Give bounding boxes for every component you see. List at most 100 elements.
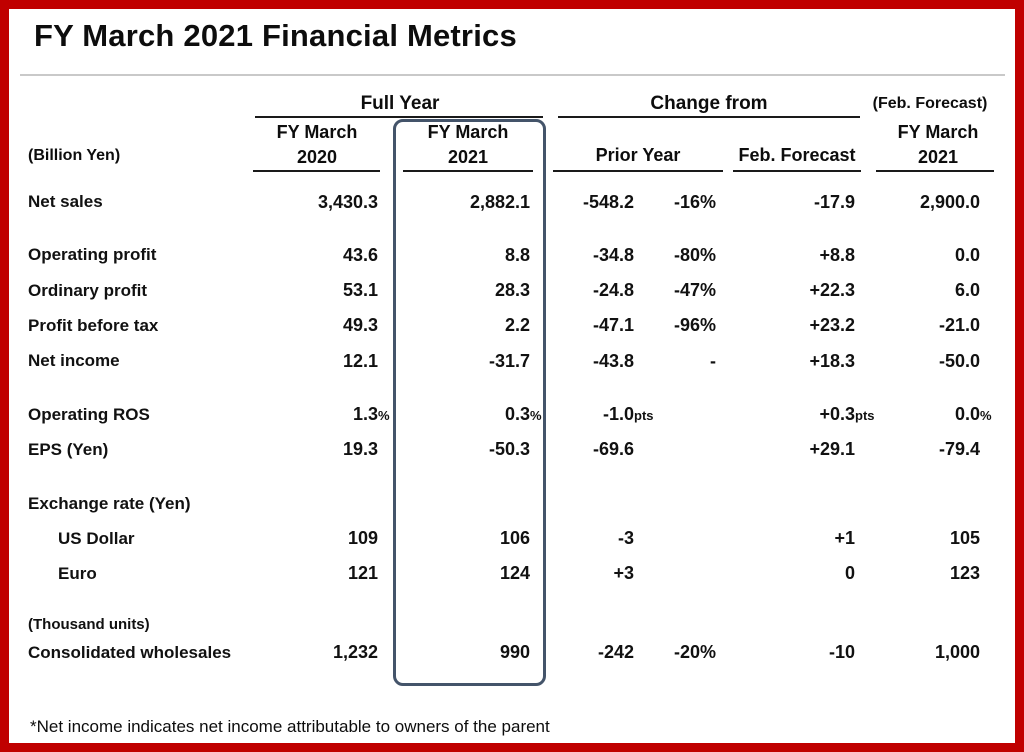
cell-fy2020: 19.3 (342, 439, 378, 459)
forecast-underline (876, 170, 994, 172)
table-row-eps: EPS (Yen) 19.3 -50.3 -69.6 +29.1 -79.4 (28, 432, 988, 467)
page-title: FY March 2021 Financial Metrics (34, 18, 517, 53)
table-row-exchange-rate-section: Exchange rate (Yen) (28, 486, 988, 521)
cell-fy2020: 12.1 (342, 350, 378, 371)
cell-change-prior-year: -1.0pts (602, 404, 654, 424)
cell-change-feb-forecast: +0.3pts (819, 404, 875, 424)
section-label: (Thousand units) (28, 615, 150, 633)
column-header-prior-year: Prior Year (595, 145, 681, 165)
cell-fy2021: 28.3 (494, 280, 530, 300)
row-label: Operating ROS (28, 404, 150, 424)
cell-forecast-fy2021: 123 (949, 563, 980, 583)
cell-forecast-fy2021: 2,900.0 (919, 191, 980, 212)
cell-change-feb-forecast: +22.3 (809, 280, 855, 300)
column-header-forecast-fy2021: FY March 2021 (876, 120, 1000, 170)
fy2021-underline (403, 170, 533, 172)
cell-change-prior-year: -69.6 (592, 439, 634, 459)
cell-forecast-fy2021: -21.0 (938, 315, 980, 335)
row-label: Operating profit (28, 245, 157, 264)
row-label: Euro (58, 563, 97, 583)
cell-change-prior-year: -24.8 (592, 280, 634, 300)
fy2020-underline (253, 170, 380, 172)
cell-change-prior-year: -242 (597, 642, 634, 662)
cell-fy2020: 53.1 (342, 280, 378, 300)
table-row-net-income: Net income 12.1 -31.7 -43.8 - +18.3 -50.… (28, 343, 988, 379)
column-header-fy2020-line1: FY March (276, 122, 358, 142)
cell-fy2021: 990 (499, 642, 530, 662)
cell-fy2021: 124 (499, 563, 530, 583)
cell-change-prior-year: +3 (613, 563, 634, 583)
cell-fy2020: 43.6 (342, 244, 378, 265)
cell-change-feb-forecast: +8.8 (819, 244, 855, 265)
row-label: Profit before tax (28, 315, 159, 335)
cell-change-feb-forecast: +1 (834, 528, 855, 548)
cell-fy2021: 0.3% (504, 404, 542, 424)
cell-fy2021: 106 (499, 528, 530, 548)
cell-forecast-fy2021: -79.4 (938, 439, 980, 459)
table-row-thousand-units-section: (Thousand units) (28, 612, 988, 636)
table-row-operating-profit: Operating profit 43.6 8.8 -34.8 -80% +8.… (28, 237, 988, 273)
cell-change-feb-forecast: +18.3 (809, 350, 855, 371)
cell-fy2020: 3,430.3 (317, 191, 378, 212)
table-row-operating-ros: Operating ROS 1.3% 0.3% -1.0pts +0.3pts … (28, 397, 992, 432)
cell-forecast-fy2021: 0.0% (954, 404, 992, 424)
table-row-profit-before-tax: Profit before tax 49.3 2.2 -47.1 -96% +2… (28, 308, 988, 343)
column-header-fy2020-line2: 2020 (296, 147, 338, 167)
table-row-euro: Euro 121 124 +3 0 123 (28, 556, 988, 591)
cell-change-prior-year: -47.1 (592, 315, 634, 335)
cell-fy2021: -31.7 (488, 350, 530, 371)
row-label: Net income (28, 351, 120, 370)
cell-change-feb-forecast: 0 (844, 563, 855, 583)
full-year-underline (255, 116, 543, 118)
prior-year-underline (553, 170, 723, 172)
cell-forecast-fy2021: 1,000 (934, 642, 980, 662)
cell-change-percent: -96% (673, 315, 716, 335)
cell-fy2020: 49.3 (342, 315, 378, 335)
row-label: Net sales (28, 192, 103, 211)
cell-change-prior-year: -43.8 (592, 350, 634, 371)
cell-fy2021: 2.2 (504, 315, 530, 335)
cell-change-prior-year: -34.8 (592, 244, 634, 265)
cell-fy2020: 109 (347, 528, 378, 548)
cell-change-percent: - (710, 350, 716, 371)
cell-change-feb-forecast: +23.2 (809, 315, 855, 335)
group-header-change-from: Change from (650, 93, 768, 114)
cell-change-percent: -20% (673, 642, 716, 662)
cell-change-percent: -80% (673, 244, 716, 265)
row-label: Ordinary profit (28, 280, 148, 300)
column-header-fy2021: FY March 2021 (398, 120, 538, 170)
change-from-underline (558, 116, 860, 118)
unit-label-billion-yen: (Billion Yen) (28, 147, 121, 164)
cell-change-prior-year: -548.2 (582, 191, 634, 212)
table-row-us-dollar: US Dollar 109 106 -3 +1 105 (28, 521, 988, 556)
cell-change-feb-forecast: -17.9 (813, 191, 855, 212)
column-header-fy2020: FY March 2020 (253, 120, 381, 170)
cell-fy2021: 8.8 (504, 244, 530, 265)
cell-change-percent: -47% (673, 280, 716, 300)
cell-forecast-fy2021: 6.0 (954, 280, 980, 300)
column-header-fy2021-line2: 2021 (447, 147, 489, 167)
section-label: Exchange rate (Yen) (28, 493, 191, 513)
cell-fy2020: 1,232 (332, 642, 378, 662)
cell-fy2020: 121 (347, 563, 378, 583)
cell-fy2020: 1.3% (352, 404, 390, 424)
cell-forecast-fy2021: 105 (949, 528, 980, 548)
group-header-full-year: Full Year (360, 93, 440, 114)
feb-forecast-underline (733, 170, 861, 172)
table-row-ordinary-profit: Ordinary profit 53.1 28.3 -24.8 -47% +22… (28, 273, 988, 308)
column-header-feb-forecast: Feb. Forecast (738, 145, 856, 165)
fy2021-highlight-box (393, 119, 546, 686)
cell-change-percent: -16% (673, 191, 716, 212)
metrics-table: Net sales 3,430.3 2,882.1 -548.2 -16% -1… (28, 184, 992, 669)
table-row-net-sales: Net sales 3,430.3 2,882.1 -548.2 -16% -1… (28, 184, 988, 220)
cell-change-prior-year: -3 (617, 528, 634, 548)
title-divider (20, 74, 1005, 76)
cell-change-feb-forecast: -10 (828, 642, 855, 662)
cell-change-feb-forecast: +29.1 (809, 439, 855, 459)
table-row-consolidated-wholesales: Consolidated wholesales 1,232 990 -242 -… (28, 636, 988, 669)
cell-fy2021: 2,882.1 (469, 191, 530, 212)
column-header-forecast-line1: FY March (897, 122, 979, 142)
row-label: Consolidated wholesales (28, 642, 232, 662)
cell-fy2021: -50.3 (488, 439, 530, 459)
row-label: EPS (Yen) (28, 439, 109, 459)
